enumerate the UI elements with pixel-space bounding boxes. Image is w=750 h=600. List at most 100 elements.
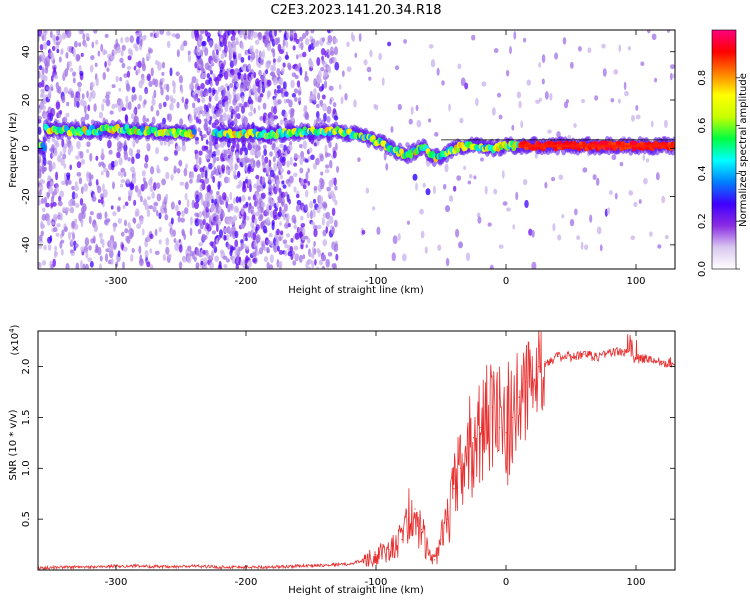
noise-blob xyxy=(95,39,99,45)
noise-blob xyxy=(104,60,107,68)
noise-blob xyxy=(473,175,477,180)
snr-data-point xyxy=(511,416,514,419)
noise-blob xyxy=(266,79,272,87)
noise-blob xyxy=(151,116,156,125)
noise-blob xyxy=(288,198,291,205)
noise-blob xyxy=(424,246,428,254)
noise-blob xyxy=(126,235,131,244)
noise-blob xyxy=(278,49,284,55)
noise-blob xyxy=(307,167,310,174)
noise-blob xyxy=(41,260,47,266)
noise-blob xyxy=(246,81,251,87)
noise-blob xyxy=(305,30,309,37)
noise-blob xyxy=(105,170,110,178)
noise-blob xyxy=(255,234,261,243)
noise-blob xyxy=(322,71,328,78)
snr-data-point xyxy=(570,355,572,358)
noise-blob xyxy=(163,156,169,162)
noise-blob xyxy=(38,65,43,71)
noise-blob xyxy=(116,151,121,159)
noise-blob xyxy=(228,99,232,104)
noise-blob xyxy=(247,55,251,61)
noise-blob xyxy=(130,148,134,158)
noise-blob xyxy=(244,147,249,156)
noise-blob xyxy=(110,257,114,265)
noise-blob xyxy=(551,177,556,182)
noise-blob xyxy=(126,65,132,70)
noise-blob xyxy=(282,62,286,68)
noise-blob xyxy=(229,230,232,238)
noise-blob xyxy=(257,105,261,111)
noise-blob xyxy=(52,258,56,268)
noise-blob xyxy=(292,250,296,256)
noise-blob xyxy=(284,243,289,249)
noise-blob xyxy=(166,30,171,36)
noise-blob xyxy=(232,43,237,53)
noise-blob xyxy=(144,249,149,258)
noise-blob xyxy=(272,156,276,163)
noise-blob xyxy=(38,188,42,197)
noise-blob xyxy=(102,71,106,81)
noise-blob xyxy=(198,211,203,218)
noise-blob xyxy=(221,192,227,201)
noise-blob xyxy=(305,171,309,181)
noise-blob xyxy=(244,232,249,238)
noise-blob xyxy=(195,247,200,256)
noise-blob xyxy=(212,73,216,79)
noise-blob xyxy=(111,84,116,89)
noise-blob xyxy=(49,235,53,242)
noise-blob xyxy=(180,217,186,223)
noise-blob xyxy=(556,131,561,139)
noise-blob xyxy=(240,56,245,63)
noise-blob xyxy=(180,87,184,94)
snr-y-tick-label: 0.5 xyxy=(21,511,32,527)
noise-blob xyxy=(202,218,206,226)
noise-blob xyxy=(63,143,68,149)
noise-blob xyxy=(176,49,180,58)
noise-blob xyxy=(166,40,171,49)
noise-blob xyxy=(385,163,389,171)
noise-blob xyxy=(142,177,146,183)
noise-blob xyxy=(118,104,122,113)
noise-blob xyxy=(332,150,337,159)
noise-blob xyxy=(314,259,317,266)
noise-blob xyxy=(118,157,123,166)
noise-blob xyxy=(293,162,297,167)
noise-blob xyxy=(199,30,205,35)
noise-blob xyxy=(193,94,198,102)
noise-blob xyxy=(475,97,479,107)
snr-data-point xyxy=(524,381,527,383)
noise-blob xyxy=(203,90,209,97)
noise-blob xyxy=(66,30,72,39)
noise-blob xyxy=(127,157,131,162)
noise-blob xyxy=(82,32,86,41)
noise-blob xyxy=(261,176,266,186)
noise-blob xyxy=(52,161,56,170)
noise-blob xyxy=(489,264,494,269)
noise-blob xyxy=(248,65,252,70)
noise-blob xyxy=(311,260,315,269)
noise-blob xyxy=(84,113,90,121)
noise-blob xyxy=(41,165,45,175)
noise-blob xyxy=(271,178,275,183)
noise-blob xyxy=(106,67,110,72)
noise-blob xyxy=(183,40,188,47)
noise-blob xyxy=(49,30,53,39)
noise-blob xyxy=(457,63,462,70)
noise-blob xyxy=(284,250,288,257)
spectrogram-y-tick-label: 20 xyxy=(21,94,32,107)
noise-blob xyxy=(138,258,144,267)
noise-blob xyxy=(207,64,212,72)
snr-multiplier-prefix: (x10 xyxy=(10,333,21,356)
noise-blob xyxy=(577,46,582,52)
noise-blob xyxy=(276,174,280,181)
noise-blob xyxy=(199,219,204,226)
noise-blob xyxy=(215,49,219,55)
noise-blob xyxy=(304,204,308,211)
noise-blob xyxy=(324,168,330,174)
noise-blob xyxy=(85,32,90,38)
noise-blob xyxy=(138,245,142,255)
noise-blob xyxy=(253,183,258,189)
noise-blob xyxy=(162,253,167,262)
